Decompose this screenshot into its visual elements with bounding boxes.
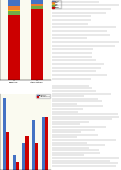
- Bar: [31, 4, 43, 6]
- Bar: [3, 98, 6, 170]
- Bar: [8, 6, 20, 10]
- Bar: [8, 0, 20, 6]
- Bar: [42, 117, 45, 170]
- Bar: [32, 120, 35, 170]
- Bar: [8, 15, 20, 80]
- Bar: [25, 136, 29, 170]
- Bar: [31, 0, 43, 4]
- Bar: [8, 10, 20, 11]
- Bar: [45, 117, 48, 170]
- Legend: Baseline, Intervention: Baseline, Intervention: [36, 94, 50, 98]
- Bar: [35, 143, 38, 170]
- Bar: [12, 155, 16, 170]
- Bar: [22, 143, 25, 170]
- Bar: [31, 6, 43, 9]
- Bar: [31, 9, 43, 80]
- Bar: [8, 11, 20, 15]
- Bar: [16, 162, 19, 170]
- Legend: MRSA, VRE, CRE, ESBL, Other: MRSA, VRE, CRE, ESBL, Other: [52, 0, 61, 8]
- Bar: [6, 132, 9, 170]
